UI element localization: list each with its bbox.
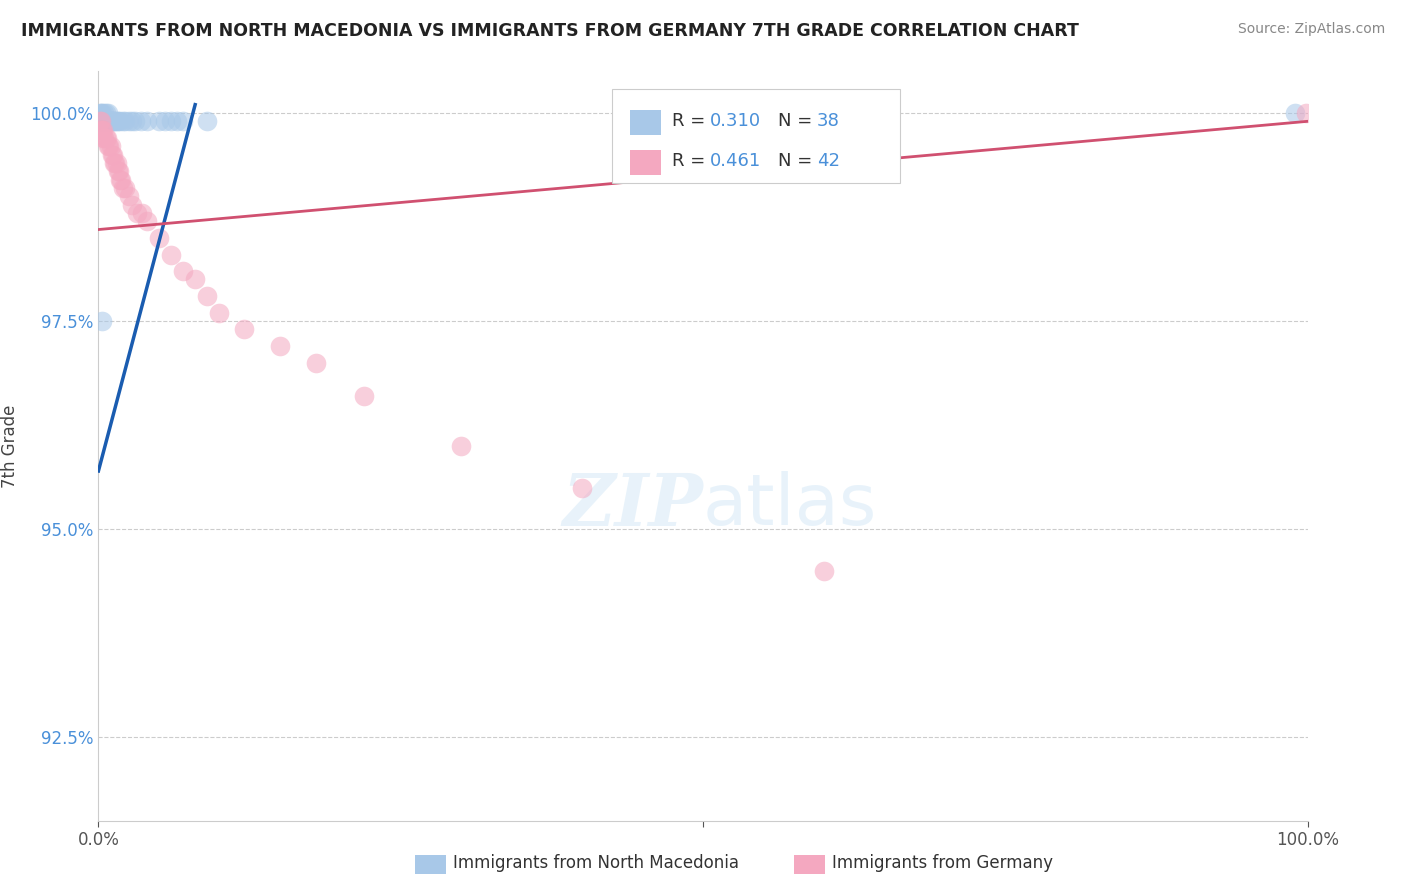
Point [89,114,111,128]
Point [105,156,128,170]
Text: 42: 42 [817,153,839,170]
Text: N =: N = [778,153,817,170]
Point [118,189,141,203]
Point [111,181,134,195]
Point [172,114,194,128]
Point [108,164,131,178]
Point [94,131,117,145]
Text: R =: R = [672,112,711,130]
Point [104,114,127,128]
Point [91,314,114,328]
Point [101,147,124,161]
Point [450,439,472,453]
Point [100,114,122,128]
Text: ZIP: ZIP [562,470,703,541]
Point [121,114,143,128]
Point [160,247,183,261]
Point [160,114,183,128]
Text: Source: ZipAtlas.com: Source: ZipAtlas.com [1237,22,1385,37]
Point [98,139,121,153]
Y-axis label: 7th Grade: 7th Grade [1,404,20,488]
Point [135,114,157,128]
Point [118,114,141,128]
Point [121,197,143,211]
Point [91,131,114,145]
Point [184,272,207,286]
Point [100,139,122,153]
Point [153,114,176,128]
Point [107,114,129,128]
Point [305,356,328,370]
Point [114,181,136,195]
Point [269,339,291,353]
Point [94,114,117,128]
Point [232,322,254,336]
Point [1284,106,1306,120]
Point [208,306,231,320]
Point [105,114,128,128]
Text: 38: 38 [817,112,839,130]
Point [89,114,111,128]
Point [108,114,131,128]
Point [114,114,136,128]
Point [148,231,170,245]
Point [195,114,218,128]
Point [90,122,112,136]
Point [172,264,194,278]
Point [1295,106,1317,120]
Point [166,114,188,128]
Point [91,114,114,128]
Point [127,206,149,220]
Point [96,131,118,145]
Point [100,114,122,128]
Point [148,114,170,128]
Point [103,114,125,128]
Point [813,564,835,578]
Text: Immigrants from Germany: Immigrants from Germany [832,854,1053,871]
Point [195,289,218,303]
Point [124,114,146,128]
Text: R =: R = [672,153,711,170]
Point [131,206,153,220]
Text: 0.310: 0.310 [710,112,761,130]
Point [93,131,115,145]
Point [97,106,120,120]
Point [98,114,121,128]
Point [93,106,115,120]
Point [353,389,375,403]
Point [135,214,157,228]
Point [104,156,127,170]
Text: Immigrants from North Macedonia: Immigrants from North Macedonia [453,854,738,871]
Text: atlas: atlas [703,472,877,541]
Point [108,172,131,186]
Point [91,122,114,136]
Point [96,114,118,128]
Point [91,122,114,136]
Text: N =: N = [778,112,817,130]
Point [90,114,112,128]
Point [90,114,112,128]
Point [91,106,114,120]
Point [101,114,124,128]
Point [93,114,115,128]
Point [89,106,111,120]
Point [571,481,593,495]
Point [129,114,152,128]
Point [97,114,120,128]
Point [103,156,125,170]
Text: 0.461: 0.461 [710,153,761,170]
Point [100,147,122,161]
Point [111,114,134,128]
Point [91,114,114,128]
Point [90,106,112,120]
Point [110,172,132,186]
Point [94,106,117,120]
Point [97,139,120,153]
Text: IMMIGRANTS FROM NORTH MACEDONIA VS IMMIGRANTS FROM GERMANY 7TH GRADE CORRELATION: IMMIGRANTS FROM NORTH MACEDONIA VS IMMIG… [21,22,1078,40]
Point [107,164,129,178]
